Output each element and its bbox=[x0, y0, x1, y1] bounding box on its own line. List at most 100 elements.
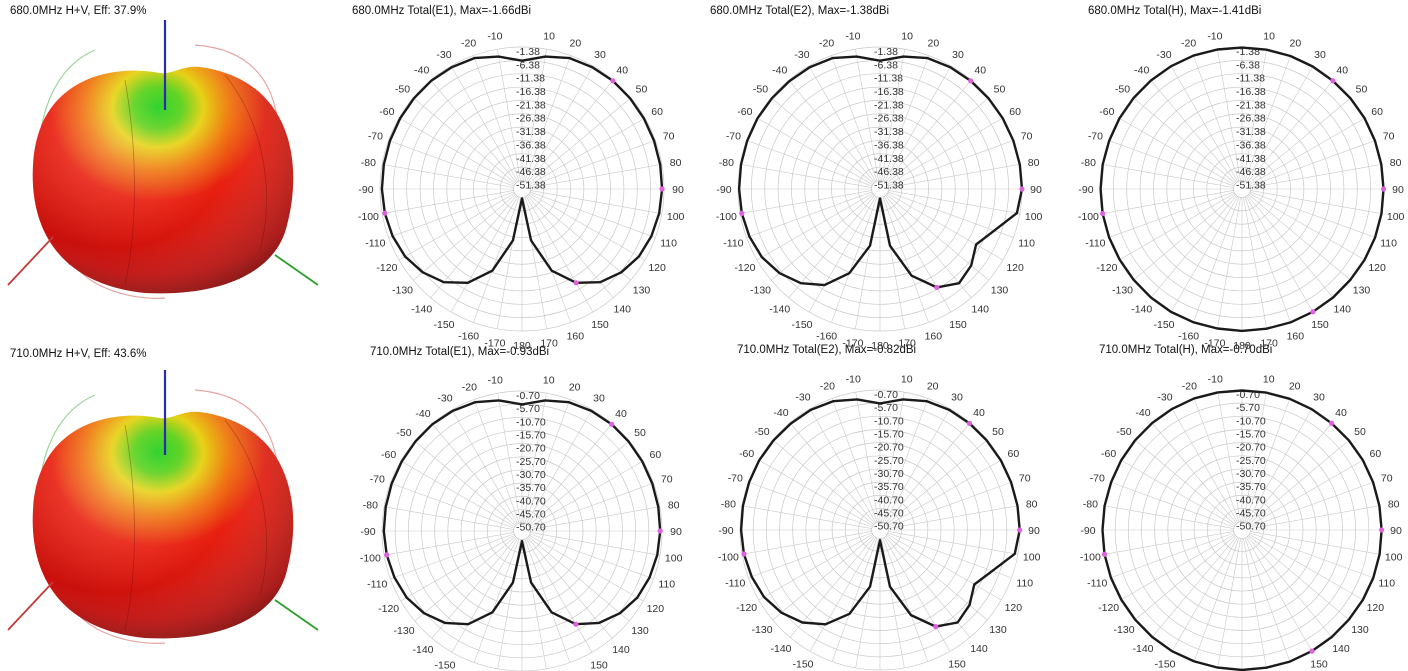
polar-grid-spoke bbox=[524, 55, 571, 182]
radial-tick-label: -36.38 bbox=[1236, 139, 1266, 151]
polar-grid-spoke bbox=[888, 531, 1018, 555]
angle-tick-label: -20 bbox=[462, 381, 477, 393]
polar-grid-spoke bbox=[1243, 538, 1267, 668]
polar-grid-spoke bbox=[1249, 191, 1376, 238]
radial-tick-label: -10.70 bbox=[1236, 415, 1266, 427]
polar-grid-spoke bbox=[1245, 408, 1313, 523]
polar-grid-spoke bbox=[529, 460, 644, 528]
angle-tick-label: 90 bbox=[1028, 525, 1040, 537]
angle-tick-label: 10 bbox=[901, 30, 913, 42]
polar-grid-spoke bbox=[1247, 80, 1334, 183]
polar-grid-spoke bbox=[808, 65, 876, 182]
polar-grid-spoke bbox=[398, 117, 515, 185]
polar-grid-spoke bbox=[1171, 537, 1239, 652]
mesh-line bbox=[124, 79, 135, 286]
polar-grid-spoke bbox=[1248, 535, 1350, 621]
polar-grid-spoke bbox=[1193, 537, 1240, 662]
polar-grid-spoke bbox=[855, 392, 879, 522]
radial-tick-label: -51.38 bbox=[516, 179, 546, 191]
polar-grid-spoke bbox=[881, 49, 905, 181]
radial-tick-label: -20.70 bbox=[874, 442, 904, 454]
angle-tick-label: -160 bbox=[817, 670, 838, 671]
angle-tick-label: -100 bbox=[1080, 552, 1101, 564]
angle-tick-label: 110 bbox=[660, 237, 677, 249]
radial-tick-label: -16.38 bbox=[1236, 86, 1266, 98]
polar-grid-spoke bbox=[788, 80, 875, 183]
polar-grid-spoke bbox=[413, 97, 516, 184]
polar-grid-spoke bbox=[384, 532, 514, 556]
polar-grid-spoke bbox=[497, 393, 521, 523]
radial-tick-label: -11.38 bbox=[874, 73, 903, 85]
angle-tick-label: -110 bbox=[1087, 578, 1107, 590]
angle-tick-label: 30 bbox=[1314, 49, 1326, 61]
radiation-pattern-shading bbox=[32, 411, 294, 639]
polar-grid-spoke bbox=[1151, 536, 1237, 638]
angle-tick-label: 90 bbox=[670, 526, 682, 538]
angle-tick-label: -130 bbox=[392, 284, 413, 296]
trace-marker bbox=[1379, 527, 1385, 533]
angle-tick-label: -80 bbox=[1081, 157, 1096, 169]
angle-tick-label: 140 bbox=[972, 304, 990, 316]
angle-tick-label: 70 bbox=[663, 131, 675, 143]
angle-tick-label: -100 bbox=[718, 552, 739, 564]
polar-grid-spoke bbox=[885, 536, 971, 638]
polar-grid-spoke bbox=[529, 533, 654, 580]
angle-tick-label: -50 bbox=[753, 84, 768, 96]
polar-grid-spoke bbox=[1249, 533, 1364, 601]
polar-grid-spoke bbox=[883, 537, 951, 652]
polar-grid-spoke bbox=[529, 191, 656, 238]
radial-tick-label: -26.38 bbox=[1236, 113, 1266, 125]
polar-grid-spoke bbox=[398, 193, 515, 261]
angle-tick-label: -110 bbox=[367, 579, 387, 591]
angle-tick-label: 50 bbox=[992, 426, 1004, 438]
polar-grid-spoke bbox=[885, 80, 972, 183]
angle-tick-label: -120 bbox=[736, 602, 757, 614]
angle-tick-label: 100 bbox=[1023, 552, 1041, 564]
polar-title-710-e1: 710.0MHz Total(E1), Max=-0.93dBi bbox=[370, 346, 550, 358]
angle-tick-label: 60 bbox=[1371, 106, 1383, 118]
radial-tick-label: -35.70 bbox=[874, 481, 904, 493]
polar-grid-spoke bbox=[1244, 196, 1291, 323]
angle-tick-label: 30 bbox=[593, 393, 605, 405]
polar-chart-710-h: -0.70-5.70-10.70-15.70-20.70-25.70-30.70… bbox=[1080, 373, 1403, 671]
polar-grid-spoke bbox=[527, 537, 613, 639]
angle-tick-label: 80 bbox=[668, 499, 680, 511]
angle-tick-label: 170 bbox=[540, 338, 558, 350]
polar-grid-spoke bbox=[1247, 422, 1333, 524]
trace-marker bbox=[1310, 309, 1316, 315]
angle-tick-label: -40 bbox=[772, 64, 787, 76]
radial-tick-label: -6.38 bbox=[1236, 59, 1260, 71]
angle-tick-label: 90 bbox=[1030, 184, 1042, 196]
radial-tick-label: -5.70 bbox=[874, 402, 898, 414]
angle-tick-label: -90 bbox=[716, 184, 731, 196]
angle-tick-label: 110 bbox=[658, 579, 675, 591]
polar-grid-spoke bbox=[527, 423, 613, 525]
angle-tick-label: -10 bbox=[846, 373, 861, 385]
angle-tick-label: 10 bbox=[543, 374, 555, 386]
polar-grid-spoke bbox=[789, 422, 875, 524]
angle-tick-label: -60 bbox=[739, 448, 754, 460]
angle-tick-label: -140 bbox=[1133, 643, 1154, 655]
angle-tick-label: -130 bbox=[1112, 284, 1133, 296]
radial-tick-label: -20.70 bbox=[1236, 442, 1266, 454]
angle-tick-label: 80 bbox=[1028, 157, 1040, 169]
polar-grid-spoke bbox=[431, 537, 517, 639]
polar-grid-spoke bbox=[529, 117, 646, 185]
radial-tick-label: -6.38 bbox=[874, 59, 898, 71]
polar-grid-spoke bbox=[1118, 117, 1235, 185]
gain-trace bbox=[737, 55, 1024, 289]
polar-grid-spoke bbox=[525, 409, 593, 524]
polar-grid-spoke bbox=[809, 537, 877, 652]
polar-grid-spoke bbox=[748, 532, 873, 579]
angle-tick-label: 120 bbox=[1006, 262, 1024, 274]
radial-tick-label: -46.38 bbox=[1236, 166, 1266, 178]
polar-grid-spoke bbox=[530, 506, 660, 530]
angle-tick-label: -90 bbox=[1080, 525, 1095, 537]
radial-tick-label: -40.70 bbox=[874, 494, 904, 506]
radial-tick-label: -50.70 bbox=[1236, 521, 1266, 533]
angle-tick-label: 100 bbox=[1385, 552, 1403, 564]
polar-grid-spoke bbox=[1244, 537, 1291, 662]
angle-tick-label: 80 bbox=[1026, 498, 1038, 510]
radial-tick-label: -45.70 bbox=[1236, 507, 1266, 519]
